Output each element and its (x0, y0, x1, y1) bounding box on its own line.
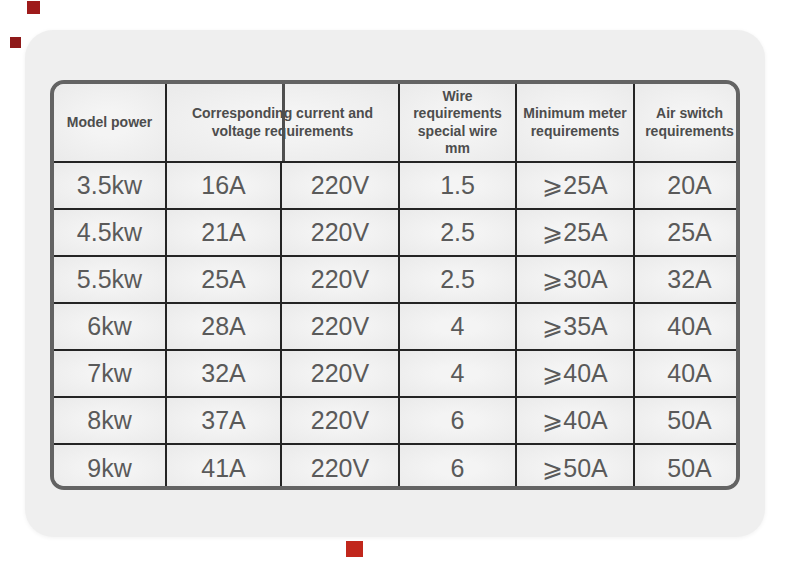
cell-meter: ⩾40A (516, 397, 634, 444)
header-current-voltage: Corresponding current and voltage requir… (166, 84, 399, 162)
red-square-marker-bottom (346, 541, 363, 557)
cell-model: 5.5kw (54, 256, 166, 303)
cell-meter: ⩾25A (516, 209, 634, 256)
cell-model: 4.5kw (54, 209, 166, 256)
cell-air-switch: 40A (634, 303, 740, 350)
table-row: 4.5kw 21A 220V 2.5 ⩾25A 25A (54, 209, 740, 256)
cell-meter: ⩾30A (516, 256, 634, 303)
cell-wire-mm: 6 (399, 444, 516, 490)
table-row: 9kw 41A 220V 6 ⩾50A 50A (54, 444, 740, 490)
cell-voltage: 220V (281, 350, 399, 397)
cell-wire-mm: 1.5 (399, 162, 516, 209)
cell-meter: ⩾35A (516, 303, 634, 350)
header-row: Model power Corresponding current and vo… (54, 84, 740, 162)
cell-air-switch: 50A (634, 397, 740, 444)
cell-current: 41A (166, 444, 281, 490)
table-row: 5.5kw 25A 220V 2.5 ⩾30A 32A (54, 256, 740, 303)
red-square-marker-left (10, 37, 21, 48)
table-row: 8kw 37A 220V 6 ⩾40A 50A (54, 397, 740, 444)
cell-model: 7kw (54, 350, 166, 397)
column-divider-line (282, 84, 285, 161)
cell-meter: ⩾50A (516, 444, 634, 490)
table-row: 6kw 28A 220V 4 ⩾35A 40A (54, 303, 740, 350)
cell-model: 8kw (54, 397, 166, 444)
cell-model: 3.5kw (54, 162, 166, 209)
table-row: 3.5kw 16A 220V 1.5 ⩾25A 20A (54, 162, 740, 209)
cell-current: 32A (166, 350, 281, 397)
cell-wire-mm: 4 (399, 303, 516, 350)
table-row: 7kw 32A 220V 4 ⩾40A 40A (54, 350, 740, 397)
cell-meter: ⩾25A (516, 162, 634, 209)
cell-meter: ⩾40A (516, 350, 634, 397)
cell-voltage: 220V (281, 303, 399, 350)
cell-current: 16A (166, 162, 281, 209)
red-square-marker-top (27, 1, 40, 14)
cell-current: 25A (166, 256, 281, 303)
spec-table-container: Model power Corresponding current and vo… (50, 80, 740, 490)
cell-air-switch: 50A (634, 444, 740, 490)
cell-air-switch: 20A (634, 162, 740, 209)
cell-air-switch: 32A (634, 256, 740, 303)
cell-current: 28A (166, 303, 281, 350)
cell-current: 21A (166, 209, 281, 256)
header-air-switch: Air switch requirements (634, 84, 740, 162)
cell-model: 9kw (54, 444, 166, 490)
cell-current: 37A (166, 397, 281, 444)
cell-wire-mm: 2.5 (399, 256, 516, 303)
header-wire-requirements: Wire requirements special wire mm (399, 84, 516, 162)
cell-model: 6kw (54, 303, 166, 350)
spec-table: Model power Corresponding current and vo… (54, 84, 740, 490)
cell-wire-mm: 4 (399, 350, 516, 397)
cell-wire-mm: 6 (399, 397, 516, 444)
cell-voltage: 220V (281, 444, 399, 490)
header-model-power: Model power (54, 84, 166, 162)
cell-air-switch: 25A (634, 209, 740, 256)
cell-voltage: 220V (281, 256, 399, 303)
cell-wire-mm: 2.5 (399, 209, 516, 256)
cell-air-switch: 40A (634, 350, 740, 397)
cell-voltage: 220V (281, 162, 399, 209)
cell-voltage: 220V (281, 209, 399, 256)
cell-voltage: 220V (281, 397, 399, 444)
header-minimum-meter: Minimum meter requirements (516, 84, 634, 162)
